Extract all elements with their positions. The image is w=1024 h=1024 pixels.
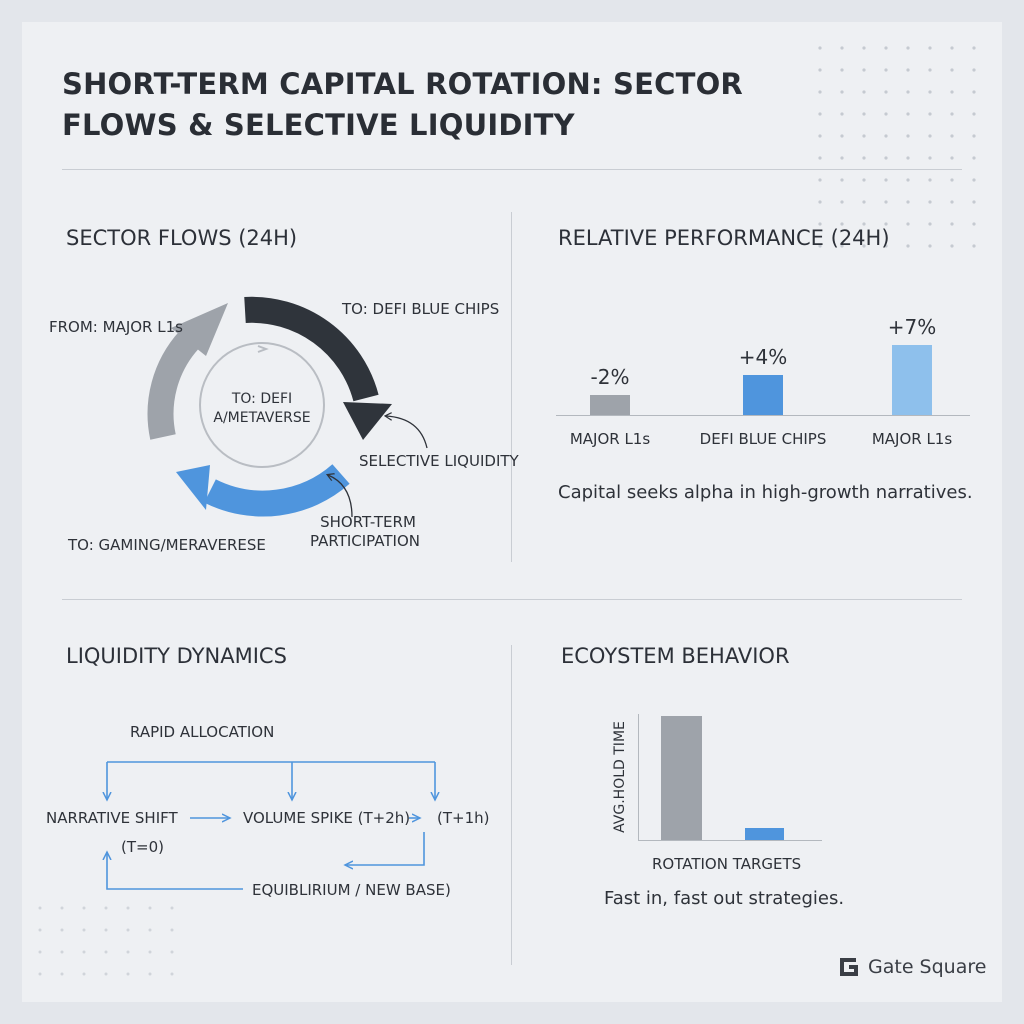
volume-spike-label: VOLUME SPIKE (T+2h)	[243, 809, 411, 827]
gate-logo-icon	[840, 958, 858, 976]
performance-category-label: MAJOR L1s	[569, 430, 651, 448]
performance-category-label: MAJOR L1s	[871, 430, 953, 448]
short-term-label-line2: PARTICIPATION	[310, 532, 420, 550]
selective-liquidity-label: SELECTIVE LIQUIDITY	[359, 452, 519, 470]
performance-baseline	[556, 415, 970, 416]
title-divider	[62, 169, 962, 170]
to-defi-blue-chips-label: TO: DEFI BLUE CHIPS	[342, 300, 500, 318]
performance-bar	[743, 375, 783, 415]
performance-value-label: +7%	[887, 315, 937, 339]
upper-column-divider	[511, 212, 512, 562]
performance-caption: Capital seeks alpha in high-growth narra…	[558, 482, 973, 503]
ecosystem-y-axis	[638, 714, 639, 840]
gray-flow-arrow-body	[147, 331, 199, 440]
performance-value-label: +4%	[738, 345, 788, 369]
dark-flow-arrowhead	[343, 402, 392, 440]
blue-flow-arrowhead	[176, 465, 210, 510]
ecosystem-behavior-heading: ECOYSTEM BEHAVIOR	[561, 644, 790, 668]
t1h-label: (T+1h)	[437, 809, 490, 827]
loop-back-arrow	[107, 852, 243, 890]
infographic-card	[22, 22, 1002, 1002]
blue-flow-arrow-body	[204, 464, 350, 517]
ecosystem-caption: Fast in, fast out strategies.	[604, 888, 845, 909]
short-term-callout	[328, 475, 353, 518]
performance-category-label: DEFI BLUE CHIPS	[699, 430, 827, 448]
narrative-shift-label: NARRATIVE SHIFT	[46, 809, 178, 827]
middle-divider	[62, 599, 962, 600]
center-label-line1: TO: DEFI	[231, 391, 293, 407]
brand-logo: Gate Square	[836, 955, 986, 979]
short-term-label-line1: SHORT-TERM	[320, 513, 416, 531]
ecosystem-y-axis-label: AVG.HOLD TIME	[612, 721, 628, 833]
dark-flow-arrow-body	[244, 296, 379, 402]
performance-value-label: -2%	[590, 365, 630, 389]
page-title: SHORT-TERM CAPITAL ROTATION: SECTOR FLOW…	[62, 67, 743, 142]
hold-time-bar	[661, 716, 702, 840]
relative-performance-heading: RELATIVE PERFORMANCE (24H)	[558, 226, 890, 250]
performance-bar	[590, 395, 630, 415]
performance-bar	[892, 345, 932, 415]
rapid-allocation-label: RAPID ALLOCATION	[130, 723, 275, 741]
ecosystem-x-axis	[638, 840, 822, 841]
inner-cycle-ring	[199, 342, 325, 468]
return-arrow	[345, 832, 425, 865]
brand-name: Gate Square	[868, 956, 987, 978]
selective-liquidity-callout	[386, 416, 428, 449]
to-gaming-label: TO: GAMING/MERAVERESE	[68, 536, 266, 554]
equilibrium-label: EQUIBLIRIUM / NEW BASE)	[252, 881, 451, 899]
center-label-line2: A/METAVERSE	[213, 410, 311, 426]
t0-label: (T=0)	[121, 838, 164, 856]
gray-flow-arrowhead	[171, 303, 228, 356]
lower-column-divider	[511, 645, 512, 965]
hold-time-bar	[745, 827, 784, 840]
sector-flows-heading: SECTOR FLOWS (24H)	[66, 226, 298, 250]
liquidity-dynamics-heading: LIQUIDITY DYNAMICS	[66, 644, 287, 668]
inner-ring-arrowhead	[257, 345, 269, 353]
ecosystem-x-axis-label: ROTATION TARGETS	[652, 855, 802, 873]
from-major-l1s-label: FROM: MAJOR L1s	[49, 318, 183, 336]
